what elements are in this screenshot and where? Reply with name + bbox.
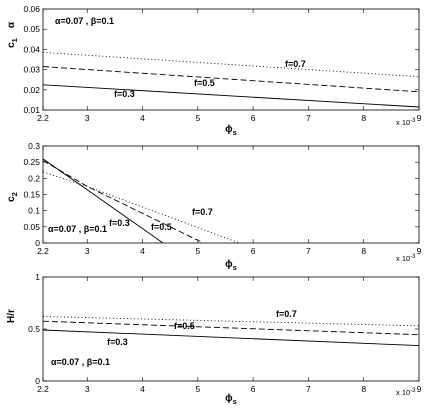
x-axis-exponent: x 10-3 xyxy=(396,254,416,263)
y-tick-label: 0.06 xyxy=(23,4,40,14)
x-tick-label: 6 xyxy=(251,113,256,123)
series-label: f=0.5 xyxy=(151,222,172,232)
x-tick-label: 8 xyxy=(361,113,366,123)
x-tick-label: 7 xyxy=(306,246,311,256)
x-tick-label: 4 xyxy=(140,384,145,394)
x-tick-label: 9 xyxy=(417,113,422,123)
chart-panel-1: 2.2 3 4 5 6 7 8 9 0.01 0.02 0.03 0.04 0.05 0.06 f=0.3 f… xyxy=(6,4,422,137)
x-tick-label: 2.2 xyxy=(37,246,49,256)
x-tick-label: 3 xyxy=(85,384,90,394)
x-axis-exponent: x 10-3 xyxy=(396,388,416,397)
series-line-f=0.3 xyxy=(43,329,419,347)
x-axis-label: ϕs xyxy=(225,259,237,272)
y-axis-label: H/r xyxy=(6,309,17,323)
y-tick-label: 0.04 xyxy=(23,44,40,54)
x-tick-label: 2.2 xyxy=(37,384,49,394)
y-axis-label: c2 xyxy=(6,192,19,202)
series-line-f=0.5 xyxy=(43,160,204,243)
y-tick-label: 0.2 xyxy=(28,173,40,183)
series-label: f=0.7 xyxy=(285,59,306,69)
parameter-annotation: α=0.07 , β=0.1 xyxy=(51,357,110,367)
y-tick-label: 0.03 xyxy=(23,65,40,75)
y-tick-label: 0 xyxy=(35,376,40,386)
series-line-f=0.3 xyxy=(43,84,419,108)
plot-frame xyxy=(42,8,420,111)
x-tick-label: 8 xyxy=(361,384,366,394)
series-label: f=0.5 xyxy=(174,321,195,331)
x-tick-label: 7 xyxy=(306,384,311,394)
x-tick-label: 5 xyxy=(195,246,200,256)
x-tick-label: 8 xyxy=(361,246,366,256)
series-label: f=0.5 xyxy=(194,78,215,88)
y-tick-label: 0.25 xyxy=(23,157,40,167)
series-line-f=0.7 xyxy=(43,171,240,243)
x-tick-label: 2.2 xyxy=(37,113,49,123)
y-tick-label: 0.05 xyxy=(23,222,40,232)
y-tick-label: 0.1 xyxy=(28,206,40,216)
series-line-f=0.7 xyxy=(43,316,419,327)
series-line-f=0.3 xyxy=(43,158,164,243)
y-tick-label: 0 xyxy=(35,238,40,248)
series-label: f=0.3 xyxy=(114,89,135,99)
x-tick-label: 5 xyxy=(195,384,200,394)
x-tick-label: 5 xyxy=(195,113,200,123)
series-label: f=0.3 xyxy=(109,218,130,228)
x-axis-label: ϕs xyxy=(225,393,237,406)
y-tick-label: 0.15 xyxy=(23,190,40,200)
y-tick-label: 0.02 xyxy=(23,85,40,95)
chart-panel-3: 2.2 3 4 5 6 7 8 9 0 0.5 1 f=0.3 f=0.5 f=0.7 α=0.07 , β… xyxy=(6,272,422,406)
x-tick-label: 4 xyxy=(140,246,145,256)
x-tick-label: 3 xyxy=(85,246,90,256)
chart-panel-2: 2.2 3 4 5 6 7 8 9 0 0.05 0.1 0.15 0.2 0.25 0.3 f=0.3 f=0… xyxy=(6,141,422,272)
y-axis-label: c1 xyxy=(6,38,19,48)
y-tick-label: 0.05 xyxy=(23,24,40,34)
series-line-f=0.7 xyxy=(43,51,419,78)
series-label: f=0.7 xyxy=(276,309,297,319)
y-tick-label: 1 xyxy=(35,272,40,282)
x-tick-label: 6 xyxy=(251,246,256,256)
series-label: f=0.3 xyxy=(107,337,128,347)
series-label: f=0.7 xyxy=(192,207,213,217)
x-axis-exponent: x 10-3 xyxy=(396,118,416,127)
x-tick-label: 9 xyxy=(417,384,422,394)
x-tick-label: 4 xyxy=(140,113,145,123)
x-tick-label: 7 xyxy=(306,113,311,123)
y-axis-label-alpha: α xyxy=(6,21,17,28)
parameter-annotation: α=0.07 , β=0.1 xyxy=(48,224,107,234)
x-tick-label: 6 xyxy=(251,384,256,394)
y-tick-label: 0.3 xyxy=(28,141,40,151)
parameter-annotation: α=0.07 , β=0.1 xyxy=(55,16,114,26)
y-tick-label: 0.01 xyxy=(23,105,40,115)
x-axis-label: ϕs xyxy=(225,124,237,137)
y-tick-label: 0.5 xyxy=(28,324,40,334)
x-tick-label: 9 xyxy=(417,246,422,256)
x-tick-label: 3 xyxy=(85,113,90,123)
